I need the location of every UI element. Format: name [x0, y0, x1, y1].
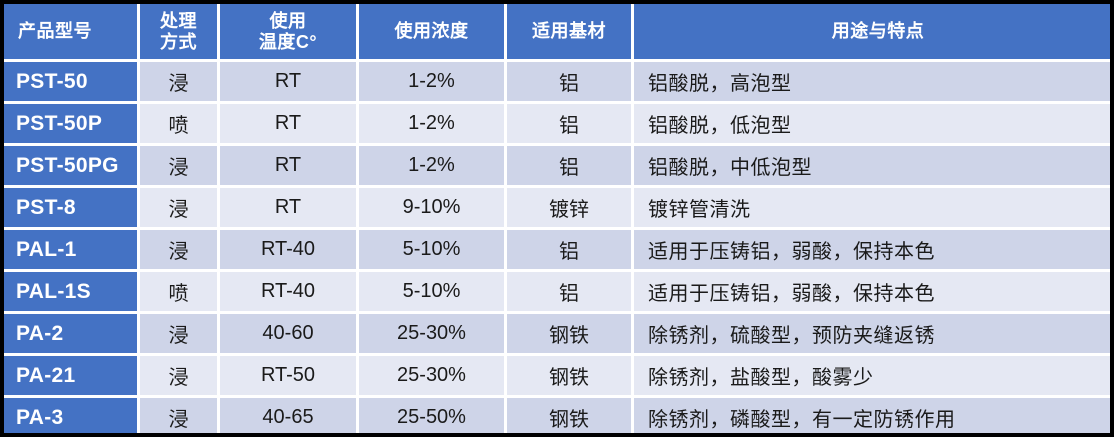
cell-temperature: RT	[220, 188, 356, 227]
cell-method: 喷	[140, 272, 217, 311]
cell-method: 浸	[140, 146, 217, 185]
table-row: PST-50 浸 RT 1-2% 铝 铝酸脱，高泡型	[4, 62, 1110, 101]
cell-concentration: 9-10%	[359, 188, 504, 227]
product-spec-table: 产品型号 处理 方式 使用 温度C° 使用浓度 适用基材 用途与特点 PST-5…	[4, 4, 1110, 433]
cell-concentration: 1-2%	[359, 62, 504, 101]
table-row: PA-2 浸 40-60 25-30% 钢铁 除锈剂，硫酸型，预防夹缝返锈	[4, 314, 1110, 353]
cell-usage: 适用于压铸铝，弱酸，保持本色	[634, 272, 1110, 311]
cell-model: PST-50PG	[4, 146, 137, 185]
table-row: PAL-1S 喷 RT-40 5-10% 铝 适用于压铸铝，弱酸，保持本色	[4, 272, 1110, 311]
cell-substrate: 钢铁	[507, 398, 631, 433]
cell-method: 浸	[140, 314, 217, 353]
cell-usage: 除锈剂，磷酸型，有一定防锈作用	[634, 398, 1110, 433]
cell-temperature: 40-65	[220, 398, 356, 433]
cell-method: 浸	[140, 62, 217, 101]
cell-substrate: 钢铁	[507, 314, 631, 353]
cell-method: 浸	[140, 356, 217, 395]
header-substrate: 适用基材	[507, 4, 631, 59]
cell-model: PAL-1	[4, 230, 137, 269]
table-row: PST-8 浸 RT 9-10% 镀锌 镀锌管清洗	[4, 188, 1110, 227]
cell-model: PST-50P	[4, 104, 137, 143]
cell-usage: 铝酸脱，低泡型	[634, 104, 1110, 143]
cell-temperature: RT	[220, 62, 356, 101]
cell-usage: 除锈剂，盐酸型，酸雾少	[634, 356, 1110, 395]
cell-concentration: 1-2%	[359, 146, 504, 185]
cell-model: PA-3	[4, 398, 137, 433]
cell-concentration: 5-10%	[359, 272, 504, 311]
cell-concentration: 5-10%	[359, 230, 504, 269]
cell-usage: 适用于压铸铝，弱酸，保持本色	[634, 230, 1110, 269]
table-body: PST-50 浸 RT 1-2% 铝 铝酸脱，高泡型 PST-50P 喷 RT …	[4, 62, 1110, 433]
table-header: 产品型号 处理 方式 使用 温度C° 使用浓度 适用基材 用途与特点	[4, 4, 1110, 59]
cell-temperature: RT-40	[220, 272, 356, 311]
table-row: PA-3 浸 40-65 25-50% 钢铁 除锈剂，磷酸型，有一定防锈作用	[4, 398, 1110, 433]
cell-usage: 铝酸脱，中低泡型	[634, 146, 1110, 185]
header-usage: 用途与特点	[634, 4, 1110, 59]
cell-concentration: 25-30%	[359, 356, 504, 395]
cell-temperature: RT	[220, 146, 356, 185]
product-spec-table-container: 产品型号 处理 方式 使用 温度C° 使用浓度 适用基材 用途与特点 PST-5…	[4, 4, 1110, 433]
cell-model: PA-21	[4, 356, 137, 395]
cell-temperature: RT-50	[220, 356, 356, 395]
header-row: 产品型号 处理 方式 使用 温度C° 使用浓度 适用基材 用途与特点	[4, 4, 1110, 59]
cell-substrate: 镀锌	[507, 188, 631, 227]
cell-method: 浸	[140, 398, 217, 433]
cell-model: PA-2	[4, 314, 137, 353]
cell-concentration: 25-50%	[359, 398, 504, 433]
cell-temperature: RT-40	[220, 230, 356, 269]
table-row: PAL-1 浸 RT-40 5-10% 铝 适用于压铸铝，弱酸，保持本色	[4, 230, 1110, 269]
cell-concentration: 1-2%	[359, 104, 504, 143]
header-model: 产品型号	[4, 4, 137, 59]
cell-method: 浸	[140, 188, 217, 227]
cell-usage: 除锈剂，硫酸型，预防夹缝返锈	[634, 314, 1110, 353]
cell-substrate: 铝	[507, 62, 631, 101]
table-row: PST-50PG 浸 RT 1-2% 铝 铝酸脱，中低泡型	[4, 146, 1110, 185]
cell-substrate: 铝	[507, 104, 631, 143]
cell-method: 喷	[140, 104, 217, 143]
cell-model: PST-8	[4, 188, 137, 227]
table-row: PST-50P 喷 RT 1-2% 铝 铝酸脱，低泡型	[4, 104, 1110, 143]
cell-substrate: 铝	[507, 272, 631, 311]
cell-temperature: RT	[220, 104, 356, 143]
cell-usage: 镀锌管清洗	[634, 188, 1110, 227]
header-method: 处理 方式	[140, 4, 217, 59]
header-temperature: 使用 温度C°	[220, 4, 356, 59]
cell-temperature: 40-60	[220, 314, 356, 353]
cell-substrate: 钢铁	[507, 356, 631, 395]
cell-substrate: 铝	[507, 230, 631, 269]
header-concentration: 使用浓度	[359, 4, 504, 59]
table-row: PA-21 浸 RT-50 25-30% 钢铁 除锈剂，盐酸型，酸雾少	[4, 356, 1110, 395]
cell-concentration: 25-30%	[359, 314, 504, 353]
cell-usage: 铝酸脱，高泡型	[634, 62, 1110, 101]
cell-model: PST-50	[4, 62, 137, 101]
cell-substrate: 铝	[507, 146, 631, 185]
cell-method: 浸	[140, 230, 217, 269]
cell-model: PAL-1S	[4, 272, 137, 311]
